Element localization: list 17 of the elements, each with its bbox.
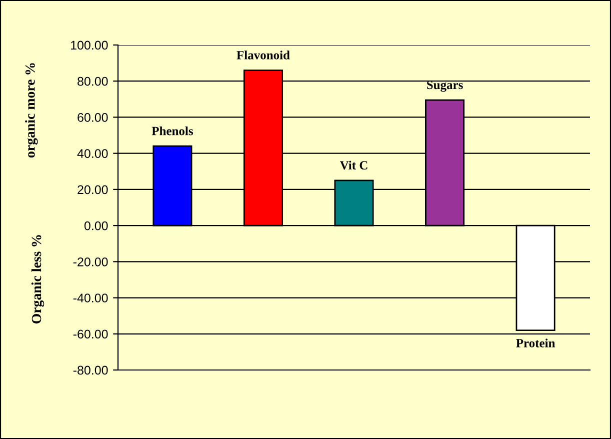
x-tick-label: Flavonoid — [236, 50, 290, 60]
y-tick-label: 100.00 — [71, 40, 108, 50]
y-tick-label: 80.00 — [78, 76, 108, 86]
y-tick-label: 40.00 — [77, 149, 108, 158]
x-tick-label: Sugars — [427, 80, 463, 92]
x-tick-label: Vit C — [340, 160, 368, 170]
x-tick-label: Phenols — [152, 126, 193, 136]
x-tick-label: Protein — [516, 338, 556, 348]
y-tick-label: 20.00 — [78, 185, 108, 194]
y-tick-label: -80.00 — [73, 366, 108, 375]
y-axis-title: organic more % — [25, 63, 38, 158]
y-tick-label: -60.00 — [73, 330, 108, 339]
y-tick-label: 0.00 — [84, 221, 108, 230]
y-tick-label: 60.00 — [78, 113, 108, 122]
y-tick-label: -40.00 — [73, 294, 108, 302]
y-tick-label: -20.00 — [73, 257, 108, 266]
text: Organic less % — [31, 235, 44, 324]
